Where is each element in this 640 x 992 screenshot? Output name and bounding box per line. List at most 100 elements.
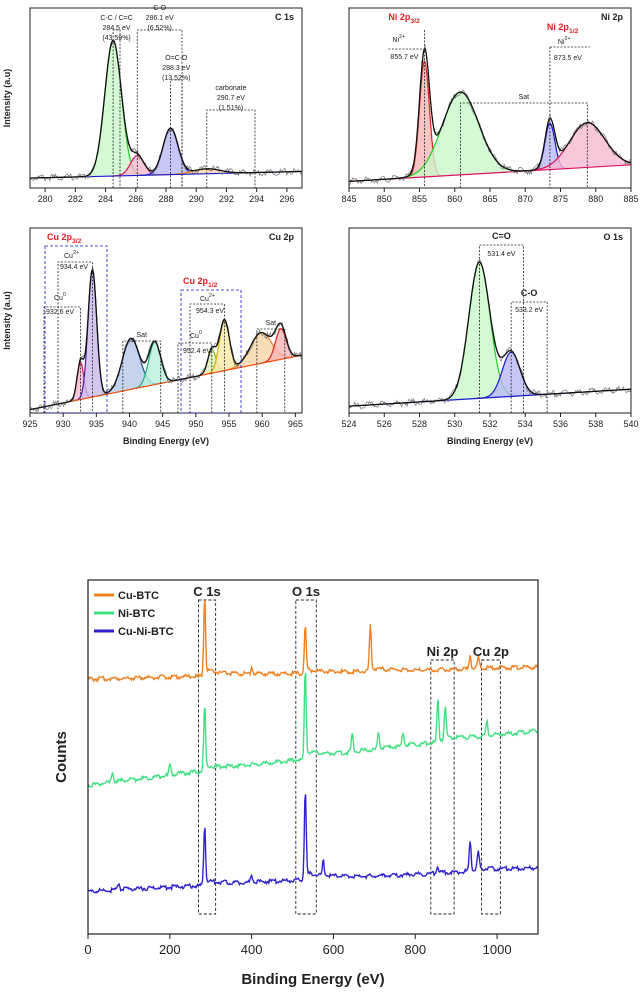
xtick-label-survey-1000: 1000 <box>483 942 512 957</box>
xlabel-survey: Binding Energy (eV) <box>241 971 384 988</box>
ann-o1s-1-1: 533.2 eV <box>515 307 543 314</box>
xtick-label-c1s-286: 286 <box>128 194 143 204</box>
xtick-label-cu2p-960: 960 <box>255 419 270 429</box>
region-box-1 <box>295 599 317 915</box>
xtick-label-o1s-530: 530 <box>447 419 462 429</box>
ann-c1s-1-1: 286.1 eV <box>146 15 174 22</box>
panel-ni2p: 845 850 855 860 865 870 875 880 885 Ni 2p Ni 2p3/2… <box>341 7 639 204</box>
xtick-label-c1s-284: 284 <box>98 194 113 204</box>
xtick-label-o1s-524: 524 <box>341 419 356 429</box>
series-0 <box>88 600 538 683</box>
cu-p32-box <box>44 245 108 414</box>
cu-p32-label: Cu 2p3/2 <box>47 232 82 245</box>
cu-sat-lead-a <box>122 340 162 413</box>
cu-ion-a: Cu2+ <box>64 250 79 260</box>
xtick-label-survey-200: 200 <box>159 942 181 957</box>
cu-p12-box <box>180 289 242 414</box>
cu-energy-0a: 932.6 eV <box>46 309 74 316</box>
peak-fill-c1s-0 <box>79 40 147 177</box>
peak-fill-ni2p-3 <box>517 122 631 172</box>
cu-lead-b <box>189 303 225 413</box>
cu-energy-0b: 952.4 eV <box>183 348 211 355</box>
xtick-label-cu2p-950: 950 <box>188 419 203 429</box>
frame-cu2p <box>29 227 303 414</box>
region-box-0 <box>198 599 217 915</box>
cu-lead-0b <box>177 342 213 413</box>
xlabel-o1s: Binding Energy (eV) <box>447 436 533 446</box>
xtick-label-survey-800: 800 <box>404 942 426 957</box>
xtick-label-ni2p-885: 885 <box>623 194 638 204</box>
ann-c1s-0-1: 284.5 eV <box>103 25 131 32</box>
ann-c1s-0-0: C-C / C=C <box>100 15 132 22</box>
xtick-label-o1s-526: 526 <box>377 419 392 429</box>
ann-lead-c1s-2 <box>170 79 183 188</box>
baseline-cu2p <box>29 354 303 411</box>
panel-o1s: 524 526 528 530 532 534 536 538 540 O 1s Binding E… <box>341 227 639 446</box>
envelope-o1s <box>348 261 631 407</box>
xtick-label-ni2p-845: 845 <box>341 194 356 204</box>
xtick-label-ni2p-850: 850 <box>377 194 392 204</box>
ann-c1s-3-0: carbonate <box>215 85 246 92</box>
xtick-label-c1s-296: 296 <box>279 194 294 204</box>
xtick-label-ni2p-855: 855 <box>412 194 427 204</box>
xtick-label-c1s-288: 288 <box>158 194 173 204</box>
xtick-label-c1s-282: 282 <box>68 194 83 204</box>
cu-energy-b: 954.3 eV <box>196 308 224 315</box>
legend-label-2: Cu-Ni-BTC <box>118 626 174 638</box>
region-label-1: O 1s <box>292 584 320 599</box>
ann-c1s-2-1: 288.3 eV <box>162 65 190 72</box>
panel-title-ni2p: Ni 2p <box>601 12 624 22</box>
peak-fill-cu2p-3 <box>131 342 178 390</box>
ylabel-cu2p: Intensity (a.u) <box>2 291 12 350</box>
region-box-3 <box>481 659 501 915</box>
cu-sat-label-b: Sat <box>266 320 277 327</box>
cu-sat-label-a: Sat <box>137 332 148 339</box>
panel-title-cu2p: Cu 2p <box>269 232 295 242</box>
series-2 <box>87 794 539 894</box>
envelope-c1s <box>29 39 303 179</box>
xlabel-cu2p: Binding Energy (eV) <box>123 436 209 446</box>
legend-label-1: Ni-BTC <box>118 608 155 620</box>
xtick-label-o1s-540: 540 <box>623 419 638 429</box>
envelope-ni2p <box>348 48 632 183</box>
xtick-label-cu2p-940: 940 <box>122 419 137 429</box>
xtick-label-cu2p-935: 935 <box>89 419 104 429</box>
xtick-label-o1s-528: 528 <box>412 419 427 429</box>
xtick-label-cu2p-965: 965 <box>288 419 303 429</box>
ann-c1s-1-2: (6.52%) <box>147 25 172 32</box>
peak-fill-o1s-1 <box>475 352 547 399</box>
xtick-label-survey-400: 400 <box>241 942 263 957</box>
ann-c1s-1-0: C-O <box>153 5 166 12</box>
ni-energy-a: 855.7 eV <box>390 54 418 61</box>
ann-c1s-2-0: O=C-O <box>165 55 188 62</box>
ann-o1s-1-0: C-O <box>521 288 538 298</box>
peak-fill-ni2p-0 <box>405 61 444 179</box>
ann-c1s-3-1: 290.7 eV <box>217 95 245 102</box>
region-label-0: C 1s <box>193 584 220 599</box>
ni-ion-a: Ni2+ <box>392 34 405 44</box>
xtick-label-o1s-538: 538 <box>588 419 603 429</box>
xtick-label-cu2p-955: 955 <box>222 419 237 429</box>
ylabel-survey: Counts <box>53 731 70 783</box>
panel-title-c1s: C 1s <box>275 12 294 22</box>
ann-c1s-3-2: (1.51%) <box>219 105 244 112</box>
frame-survey <box>87 579 539 935</box>
xtick-label-survey-600: 600 <box>323 942 345 957</box>
cu-lead-a <box>57 261 93 413</box>
ann-c1s-2-2: (13.52%) <box>162 75 190 82</box>
xtick-label-o1s-536: 536 <box>553 419 568 429</box>
ann-c1s-0-2: (43.59%) <box>102 35 130 42</box>
xtick-label-ni2p-865: 865 <box>482 194 497 204</box>
xtick-label-c1s-292: 292 <box>219 194 234 204</box>
legend-label-0: Cu-BTC <box>118 590 159 602</box>
xtick-label-cu2p-945: 945 <box>155 419 170 429</box>
cu-energy-a: 934.4 eV <box>60 264 88 271</box>
cu-ion-0a: Cu0 <box>54 292 66 302</box>
cu-sat-lead-b <box>256 328 286 413</box>
xtick-label-c1s-294: 294 <box>249 194 264 204</box>
xtick-label-survey-0: 0 <box>84 942 91 957</box>
region-box-2 <box>430 659 455 915</box>
ni-p12-label: Ni 2p1/2 <box>547 22 579 35</box>
xtick-label-c1s-280: 280 <box>38 194 53 204</box>
